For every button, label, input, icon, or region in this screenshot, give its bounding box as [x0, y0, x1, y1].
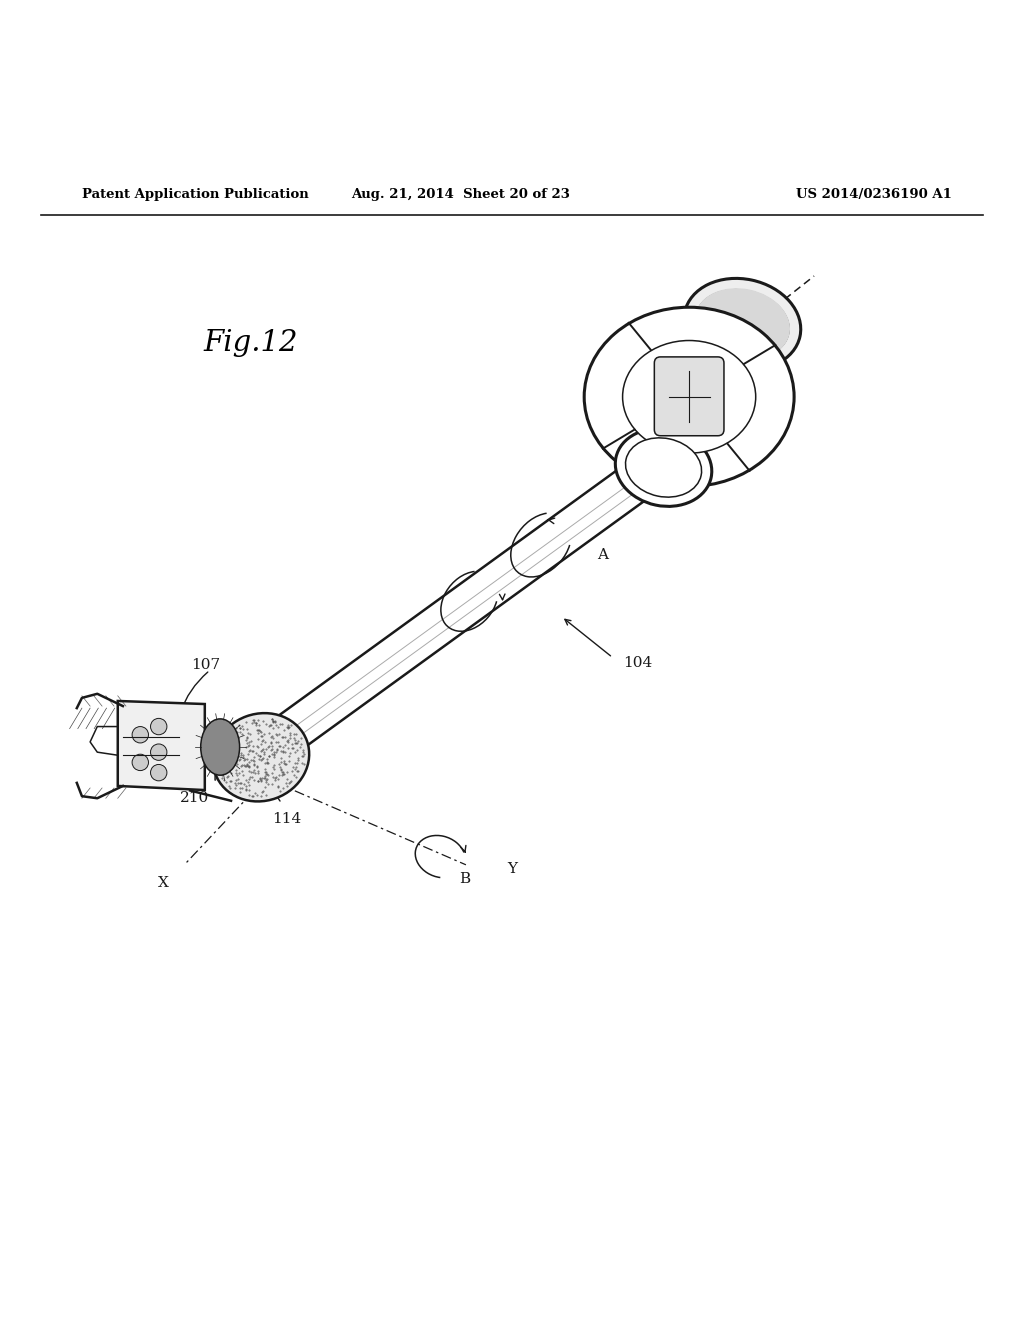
Text: 107: 107: [191, 659, 220, 672]
Text: B: B: [459, 873, 470, 886]
Circle shape: [132, 754, 148, 771]
Text: X: X: [159, 876, 169, 890]
Ellipse shape: [684, 279, 801, 370]
Text: Fig.12: Fig.12: [204, 329, 298, 356]
Ellipse shape: [615, 429, 712, 507]
Text: Patent Application Publication: Patent Application Publication: [82, 187, 308, 201]
Ellipse shape: [626, 438, 701, 498]
Circle shape: [151, 764, 167, 781]
Text: Aug. 21, 2014  Sheet 20 of 23: Aug. 21, 2014 Sheet 20 of 23: [351, 187, 570, 201]
Polygon shape: [118, 701, 205, 791]
Text: US 2014/0236190 A1: US 2014/0236190 A1: [797, 187, 952, 201]
Ellipse shape: [623, 341, 756, 453]
Ellipse shape: [213, 713, 309, 801]
Ellipse shape: [695, 289, 790, 359]
Text: A: A: [597, 548, 608, 562]
Ellipse shape: [698, 400, 744, 438]
Circle shape: [151, 744, 167, 760]
Text: 104: 104: [623, 656, 652, 669]
Ellipse shape: [201, 719, 240, 775]
Text: Y: Y: [507, 862, 517, 876]
Circle shape: [132, 726, 148, 743]
FancyBboxPatch shape: [654, 356, 724, 436]
Text: 210: 210: [180, 791, 209, 805]
Circle shape: [151, 718, 167, 735]
Ellipse shape: [694, 288, 791, 360]
Ellipse shape: [584, 308, 795, 487]
Text: 114: 114: [272, 812, 301, 826]
Polygon shape: [262, 403, 734, 760]
